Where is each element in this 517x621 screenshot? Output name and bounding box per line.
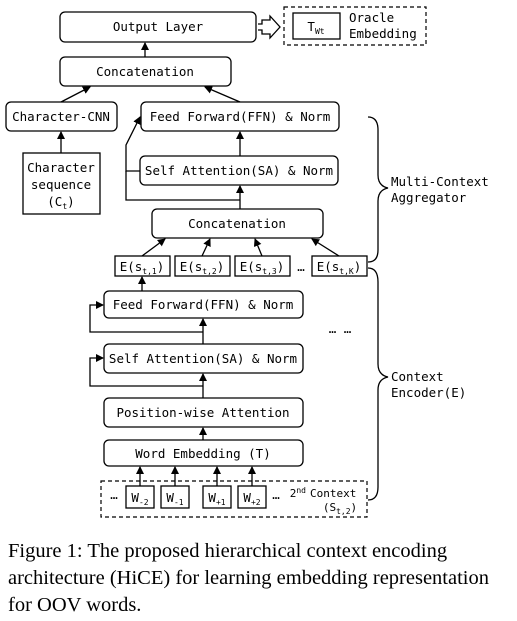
oracle-line1: Oracle (349, 10, 394, 25)
oracle-token-label: TWt (307, 19, 324, 36)
oracle-line2: Embedding (349, 26, 417, 41)
oracle-token-box (292, 12, 341, 40)
residual-loop-top (125, 116, 141, 172)
concat-mid-box (151, 208, 324, 239)
arrow-e2-to-concat (201, 238, 211, 257)
mca-label-line1: Multi-Context (391, 174, 489, 189)
oracle-double-arrow (258, 14, 281, 40)
output-layer-box (59, 11, 257, 43)
residual-loop-bottom-ffn (89, 301, 203, 333)
ce-label-line2: Encoder(E) (391, 385, 466, 400)
ce-brace (367, 267, 389, 501)
oracle-embedding-box (283, 6, 427, 46)
arrow-cnn-to-concat (60, 86, 91, 103)
output-layer-label: Output Layer (113, 19, 204, 34)
word-label-3: W+1 (208, 490, 225, 507)
char-seq-var: (Ct) (47, 194, 74, 211)
figure-caption: Figure 1: The proposed hierarchical cont… (8, 540, 489, 616)
context-embedding-label-2: E(st,2) (180, 259, 225, 276)
char-seq-line1: Character (27, 160, 95, 175)
word-label-2: W-1 (166, 490, 183, 507)
mca-label-line2: Aggregator (391, 190, 467, 205)
arrow-e1-to-concat (141, 238, 166, 257)
concat-top-label: Concatenation (96, 64, 194, 79)
position-attention-label: Position-wise Attention (116, 405, 289, 420)
sa-bottom-label: Self Attention(SA) & Norm (109, 351, 297, 366)
sa-top-label: Self Attention(SA) & Norm (145, 163, 333, 178)
context-embedding-label-1: E(st,1) (120, 259, 165, 276)
char-cnn-label: Character-CNN (12, 109, 110, 124)
context-variable: (St,2) (323, 501, 357, 516)
mca-brace (367, 116, 389, 263)
context-right-ellipsis: … (272, 487, 280, 502)
hice-architecture-diagram: Output Layer TWt Oracle Embedding Concat… (5, 6, 489, 518)
word-label-1: W-2 (131, 490, 148, 507)
arrow-ek-to-concat (311, 238, 340, 257)
char-seq-line2: sequence (31, 177, 91, 192)
arrow-e3-to-concat (253, 238, 263, 257)
word-embedding-label: Word Embedding (T) (135, 446, 270, 461)
context-words-box (100, 480, 368, 518)
encoder-dots: … … (329, 321, 352, 336)
residual-loop-bottom-sa (89, 354, 203, 387)
context-title: 2nd Context (290, 486, 357, 500)
ffn-bottom-label: Feed Forward(FFN) & Norm (113, 297, 294, 312)
context-embedding-label-k: E(st,K) (317, 259, 362, 276)
concat-mid-label: Concatenation (188, 216, 286, 231)
arrow-ffn-to-concat (204, 86, 241, 103)
context-embedding-label-3: E(st,3) (240, 259, 285, 276)
context-embedding-box-k (311, 255, 368, 277)
residual-loop-mid (125, 171, 240, 201)
ffn-top-label: Feed Forward(FFN) & Norm (150, 109, 331, 124)
context-embedding-box-3 (234, 255, 291, 277)
char-seq-box (22, 152, 101, 215)
context-embedding-ellipsis: … (297, 259, 305, 274)
word-label-4: W+2 (243, 490, 260, 507)
context-left-ellipsis: … (110, 487, 118, 502)
ce-label-line1: Context (391, 369, 444, 384)
